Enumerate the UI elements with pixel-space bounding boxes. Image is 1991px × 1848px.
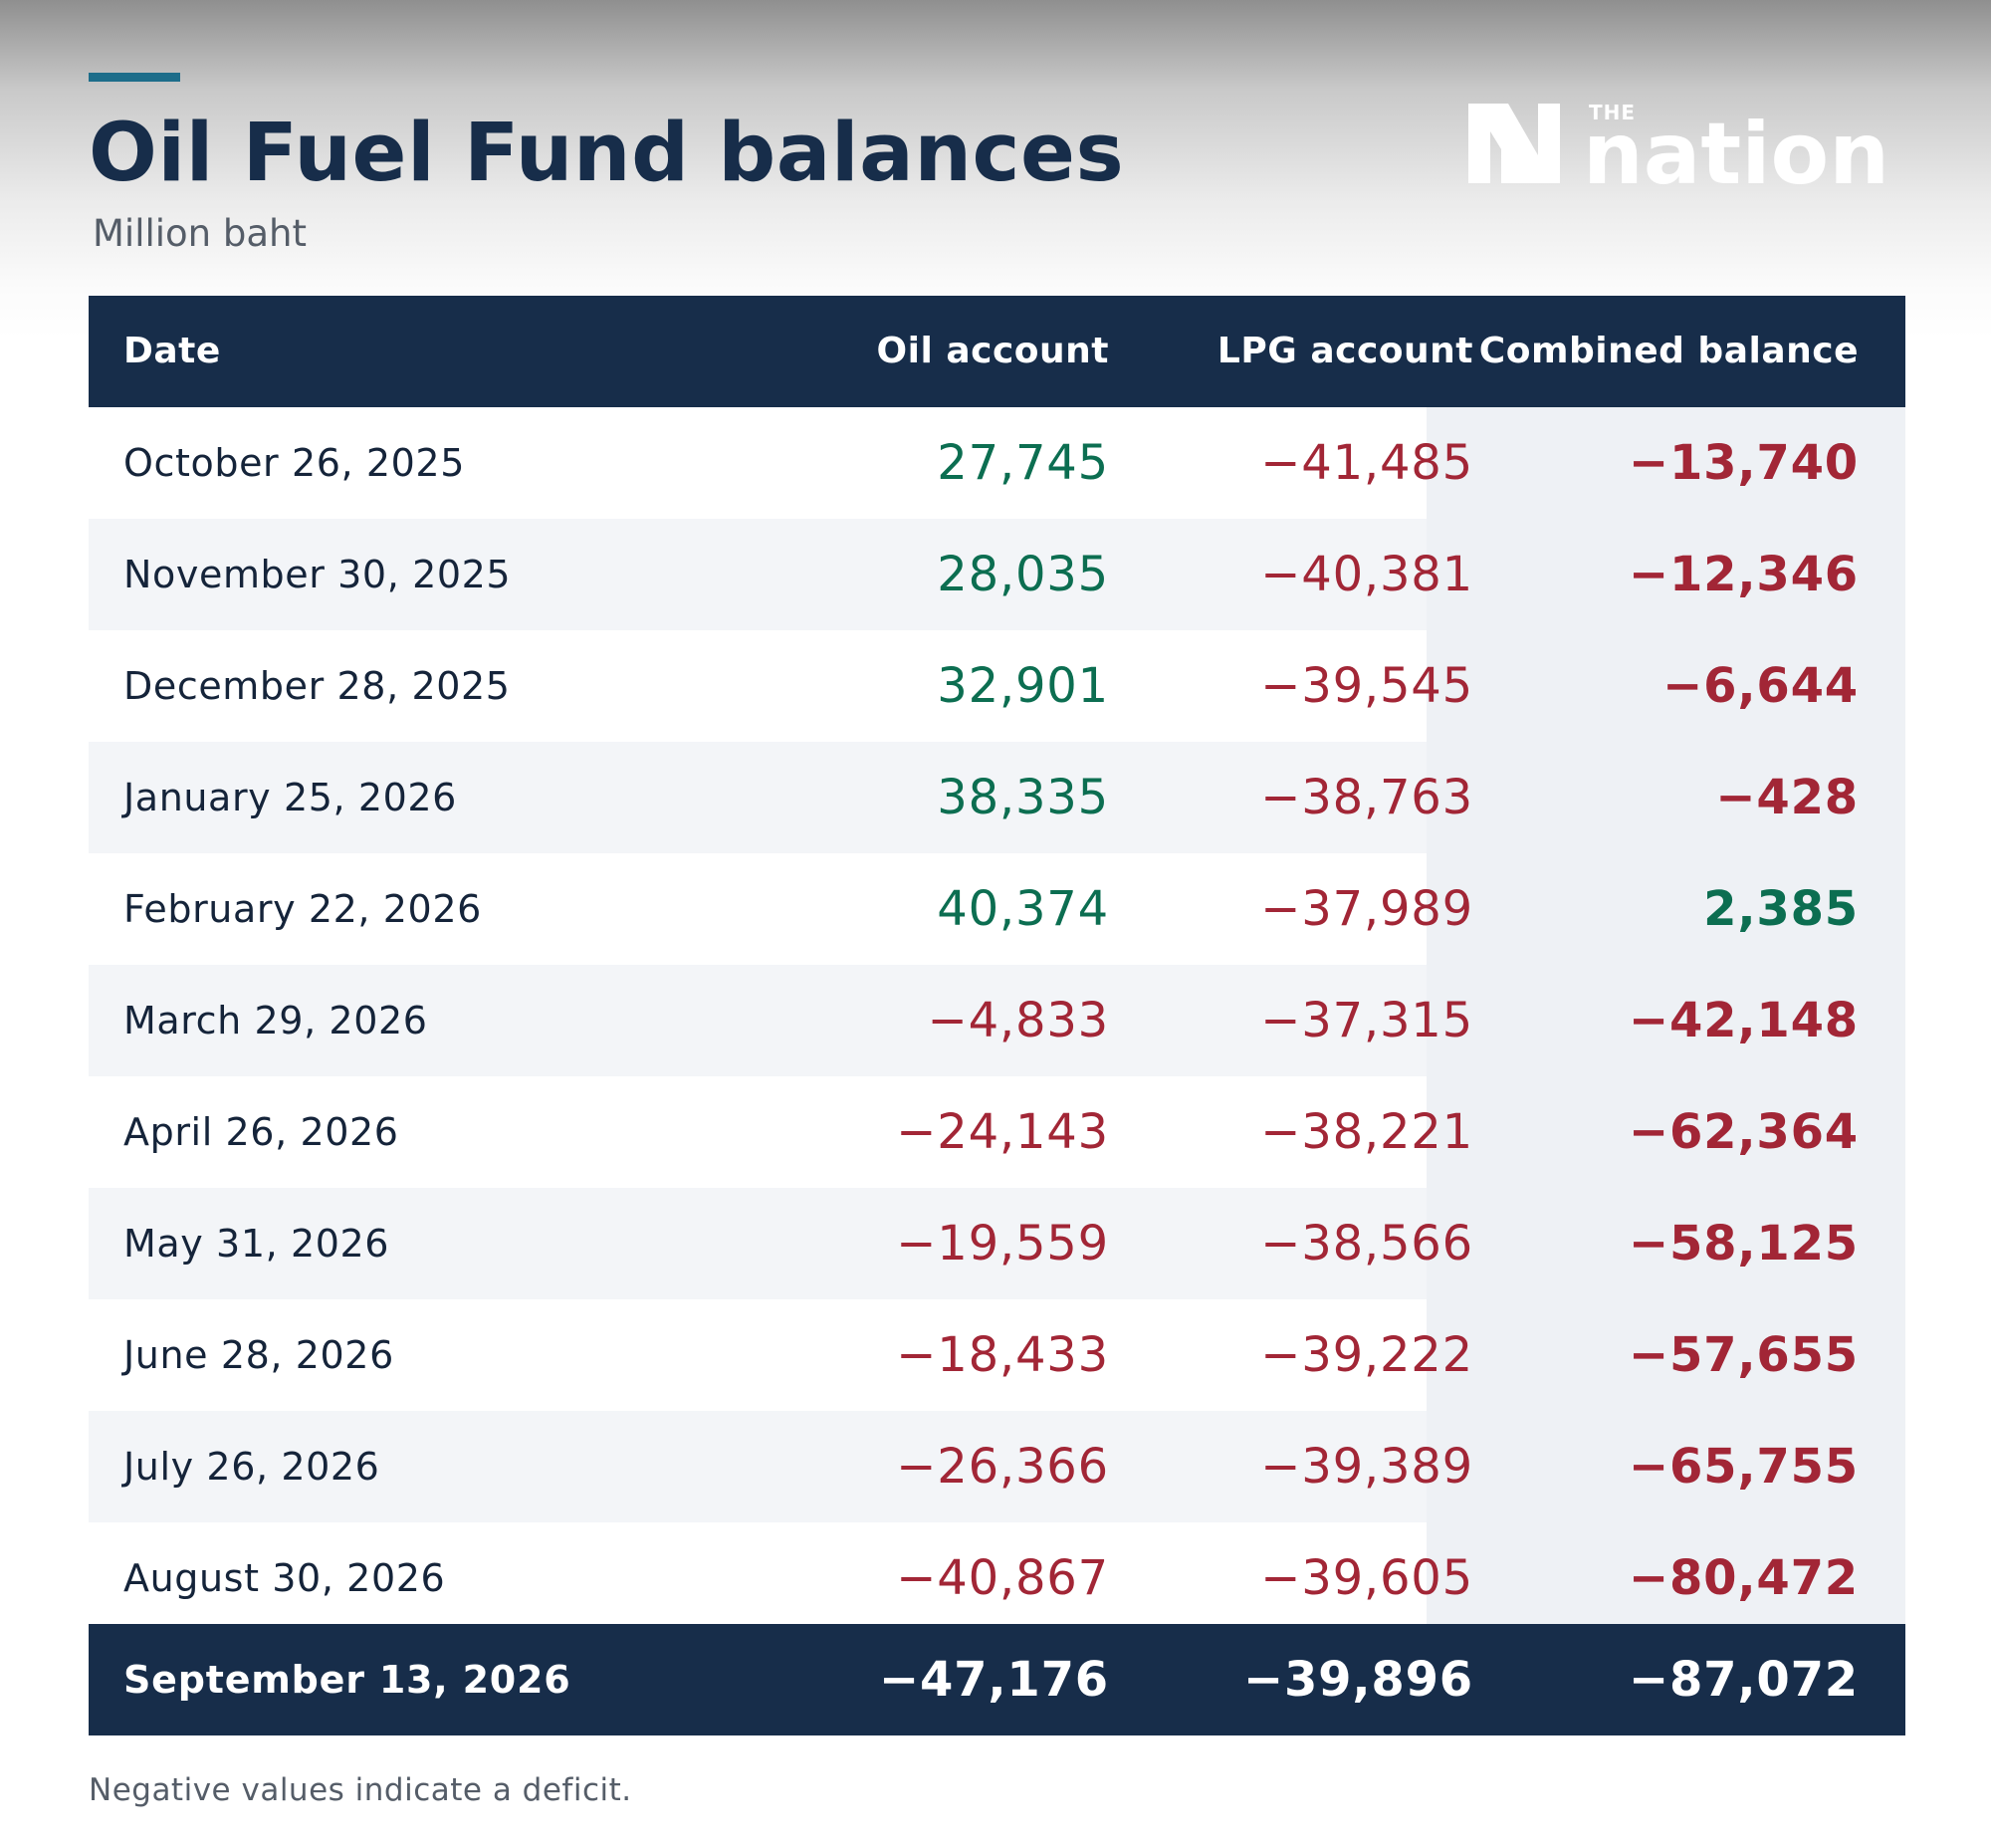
chart-title: Oil Fuel Fund balances bbox=[89, 107, 1125, 200]
combined-column-shading bbox=[1427, 630, 1905, 742]
combined-column-shading bbox=[1427, 1299, 1905, 1411]
date-cell: August 30, 2026 bbox=[123, 1556, 446, 1600]
date-cell: March 29, 2026 bbox=[123, 999, 428, 1042]
table-row: December 28, 2025 32,901 −39,545 −6,644 bbox=[89, 630, 1905, 742]
oil-account-cell: −26,366 bbox=[896, 1439, 1109, 1495]
oil-account-cell: 28,035 bbox=[937, 547, 1109, 602]
combined-balance-cell: −62,364 bbox=[1628, 1104, 1859, 1160]
oil-account-cell: 38,335 bbox=[937, 770, 1109, 825]
lpg-account-cell: −39,222 bbox=[1260, 1327, 1473, 1383]
lpg-account-cell: −39,389 bbox=[1260, 1439, 1473, 1495]
oil-account-cell: −24,143 bbox=[896, 1104, 1109, 1160]
table-row: July 26, 2026 −26,366 −39,389 −65,755 bbox=[89, 1411, 1905, 1522]
total-oil-cell: −47,176 bbox=[878, 1652, 1109, 1708]
oil-account-cell: −18,433 bbox=[896, 1327, 1109, 1383]
combined-column-shading bbox=[1427, 519, 1905, 630]
title-accent-bar bbox=[89, 73, 180, 82]
fund-balance-table: Date Oil account LPG account Combined ba… bbox=[89, 296, 1905, 1735]
lpg-account-cell: −37,989 bbox=[1260, 881, 1473, 937]
lpg-account-cell: −38,763 bbox=[1260, 770, 1473, 825]
combined-balance-cell: −6,644 bbox=[1662, 658, 1859, 714]
oil-account-cell: −19,559 bbox=[896, 1216, 1109, 1271]
logo-wordmark: nation bbox=[1583, 105, 1889, 195]
column-header-oil-account: Oil account bbox=[876, 331, 1109, 371]
combined-column-shading bbox=[1427, 965, 1905, 1076]
table-header-row: Date Oil account LPG account Combined ba… bbox=[89, 296, 1905, 407]
date-cell: July 26, 2026 bbox=[123, 1445, 380, 1489]
combined-balance-cell: −12,346 bbox=[1628, 547, 1859, 602]
combined-column-shading bbox=[1427, 1411, 1905, 1522]
combined-balance-cell: −80,472 bbox=[1628, 1550, 1859, 1606]
date-cell: October 26, 2025 bbox=[123, 441, 465, 485]
table-row: November 30, 2025 28,035 −40,381 −12,346 bbox=[89, 519, 1905, 630]
lpg-account-cell: −39,545 bbox=[1260, 658, 1473, 714]
nation-logo: THE nation bbox=[1468, 101, 1889, 195]
combined-column-shading bbox=[1427, 1522, 1905, 1634]
oil-account-cell: −40,867 bbox=[896, 1550, 1109, 1606]
table-row: March 29, 2026 −4,833 −37,315 −42,148 bbox=[89, 965, 1905, 1076]
table-row: May 31, 2026 −19,559 −38,566 −58,125 bbox=[89, 1188, 1905, 1299]
oil-account-cell: 27,745 bbox=[937, 435, 1109, 491]
combined-balance-cell: −65,755 bbox=[1628, 1439, 1859, 1495]
date-cell: November 30, 2025 bbox=[123, 553, 512, 596]
table-row: January 25, 2026 38,335 −38,763 −428 bbox=[89, 742, 1905, 853]
footnote: Negative values indicate a deficit. bbox=[89, 1772, 632, 1808]
column-header-lpg-account: LPG account bbox=[1217, 331, 1473, 371]
combined-balance-cell: 2,385 bbox=[1703, 881, 1859, 937]
combined-balance-cell: −42,148 bbox=[1628, 993, 1859, 1048]
table-row: August 30, 2026 −40,867 −39,605 −80,472 bbox=[89, 1522, 1905, 1634]
table-row: February 22, 2026 40,374 −37,989 2,385 bbox=[89, 853, 1905, 965]
date-cell: February 22, 2026 bbox=[123, 887, 482, 931]
date-cell: May 31, 2026 bbox=[123, 1222, 390, 1266]
combined-balance-cell: −13,740 bbox=[1628, 435, 1859, 491]
combined-balance-cell: −428 bbox=[1715, 770, 1859, 825]
nation-n-logo-icon bbox=[1468, 104, 1560, 183]
date-cell: April 26, 2026 bbox=[123, 1110, 399, 1154]
combined-balance-cell: −58,125 bbox=[1628, 1216, 1859, 1271]
date-cell: June 28, 2026 bbox=[123, 1333, 394, 1377]
combined-column-shading bbox=[1427, 1076, 1905, 1188]
table-total-row: September 13, 2026 −47,176 −39,896 −87,0… bbox=[89, 1624, 1905, 1735]
date-cell: December 28, 2025 bbox=[123, 664, 511, 708]
lpg-account-cell: −38,566 bbox=[1260, 1216, 1473, 1271]
lpg-account-cell: −37,315 bbox=[1260, 993, 1473, 1048]
table-row: October 26, 2025 27,745 −41,485 −13,740 bbox=[89, 407, 1905, 519]
lpg-account-cell: −39,605 bbox=[1260, 1550, 1473, 1606]
combined-column-shading bbox=[1427, 407, 1905, 519]
chart-subtitle: Million baht bbox=[93, 212, 308, 255]
column-header-combined-balance: Combined balance bbox=[1478, 331, 1859, 371]
lpg-account-cell: −38,221 bbox=[1260, 1104, 1473, 1160]
oil-account-cell: 32,901 bbox=[937, 658, 1109, 714]
date-cell: January 25, 2026 bbox=[123, 776, 457, 819]
total-date-cell: September 13, 2026 bbox=[123, 1658, 571, 1702]
lpg-account-cell: −41,485 bbox=[1260, 435, 1473, 491]
logo-small-text: THE bbox=[1589, 101, 1636, 124]
total-lpg-cell: −39,896 bbox=[1242, 1652, 1473, 1708]
oil-account-cell: −4,833 bbox=[927, 993, 1109, 1048]
combined-column-shading bbox=[1427, 742, 1905, 853]
table-row: June 28, 2026 −18,433 −39,222 −57,655 bbox=[89, 1299, 1905, 1411]
column-header-date: Date bbox=[123, 331, 221, 371]
total-combined-cell: −87,072 bbox=[1628, 1652, 1859, 1708]
combined-column-shading bbox=[1427, 1188, 1905, 1299]
table-row: April 26, 2026 −24,143 −38,221 −62,364 bbox=[89, 1076, 1905, 1188]
lpg-account-cell: −40,381 bbox=[1260, 547, 1473, 602]
combined-balance-cell: −57,655 bbox=[1628, 1327, 1859, 1383]
combined-column-shading bbox=[1427, 853, 1905, 965]
oil-account-cell: 40,374 bbox=[937, 881, 1109, 937]
